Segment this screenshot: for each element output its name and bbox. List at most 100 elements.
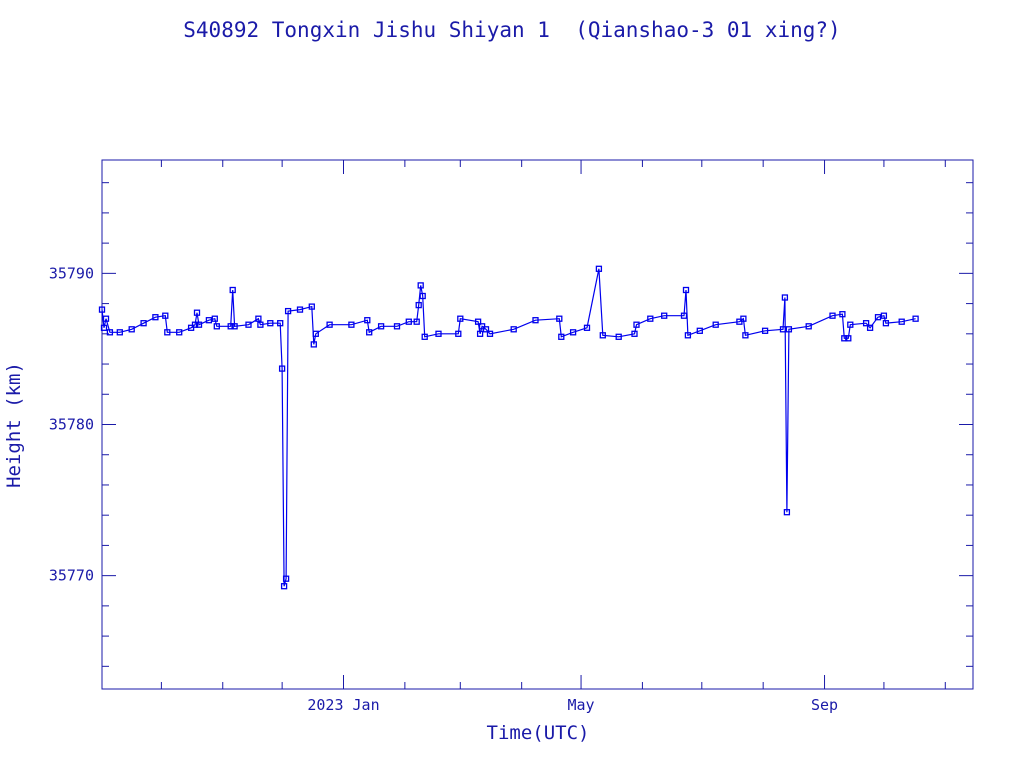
data-point [435, 330, 442, 337]
data-point [874, 314, 882, 321]
data-point [474, 318, 482, 325]
series-points [98, 265, 919, 590]
data-point [419, 292, 426, 300]
data-point [482, 326, 490, 333]
data-point [257, 321, 264, 328]
data-point [211, 315, 218, 322]
data-point [556, 315, 563, 322]
data-point [415, 301, 422, 309]
data-point [898, 318, 905, 325]
data-point [912, 315, 919, 322]
data-point [308, 303, 315, 310]
data-point [880, 312, 888, 319]
data-point [847, 321, 854, 328]
data-point [277, 320, 284, 327]
data-point [282, 575, 290, 582]
data-point [284, 307, 292, 315]
data-point [310, 341, 317, 348]
data-point [229, 286, 236, 294]
y-axis-ticks: 35770 35780 35790 [49, 264, 973, 585]
data-point [162, 312, 169, 319]
data-point [779, 326, 787, 333]
data-point [164, 329, 171, 336]
data-point [761, 327, 769, 334]
data-point [296, 306, 304, 313]
data-point [312, 330, 319, 337]
data-point [862, 320, 870, 327]
data-point [558, 333, 565, 340]
data-point [278, 365, 286, 372]
x-tick-label: 2023 Jan [307, 696, 379, 714]
data-point [455, 330, 462, 337]
y-tick-label: 35770 [49, 567, 94, 585]
data-point [191, 321, 199, 328]
data-point [839, 311, 846, 318]
x-tick-label: Sep [811, 696, 838, 714]
data-point [615, 333, 622, 340]
data-point [405, 318, 412, 325]
data-point [510, 326, 517, 333]
data-point [267, 320, 274, 327]
data-point [413, 318, 420, 325]
y-minor-ticks [102, 182, 973, 667]
data-point [680, 312, 688, 319]
data-point [476, 330, 484, 337]
data-point [631, 330, 638, 337]
data-point [785, 326, 793, 333]
data-point [783, 509, 791, 516]
data-point [845, 335, 852, 342]
x-minor-ticks [101, 160, 946, 689]
data-point [231, 323, 238, 330]
data-point [684, 332, 692, 339]
y-tick-label: 35790 [49, 264, 94, 282]
data-point [366, 329, 373, 336]
data-point [193, 309, 201, 316]
data-point [486, 330, 494, 337]
data-point [712, 321, 719, 328]
data-point [280, 583, 288, 590]
data-point [532, 317, 539, 324]
data-point [661, 312, 668, 319]
data-point [98, 306, 106, 313]
data-point [213, 323, 220, 330]
x-tick-label: May [568, 696, 595, 714]
data-point [682, 286, 690, 294]
data-point [255, 315, 262, 322]
data-point [100, 324, 108, 331]
data-point [866, 324, 874, 331]
x-axis-ticks: 2023 Jan May Sep [307, 160, 838, 714]
data-point [140, 320, 147, 327]
data-point [740, 315, 747, 322]
data-point [227, 323, 234, 330]
data-point [569, 329, 577, 336]
data-point [116, 329, 123, 336]
data-point [176, 329, 183, 336]
x-axis-label: Time(UTC) [487, 722, 590, 744]
data-point [417, 282, 424, 289]
data-point [781, 294, 789, 301]
y-tick-label: 35780 [49, 416, 94, 434]
data-point [195, 321, 203, 328]
data-point [841, 335, 848, 342]
data-point [829, 312, 836, 319]
data-point [128, 326, 135, 333]
data-point [599, 332, 606, 339]
data-point [205, 317, 213, 324]
chart-title: S40892 Tongxin Jishu Shiyan 1 (Qianshao-… [183, 18, 840, 42]
data-point [364, 317, 371, 324]
plot-frame [101, 159, 974, 690]
data-point [805, 323, 812, 330]
data-point [393, 323, 401, 330]
data-point [377, 323, 385, 330]
data-point [152, 314, 159, 321]
data-point [106, 329, 114, 336]
data-point [742, 332, 749, 339]
data-point [696, 327, 703, 334]
data-point [583, 324, 591, 331]
data-point [457, 315, 464, 322]
data-point [595, 265, 603, 272]
data-point [421, 333, 428, 340]
data-point [245, 321, 252, 328]
data-point [348, 321, 355, 328]
